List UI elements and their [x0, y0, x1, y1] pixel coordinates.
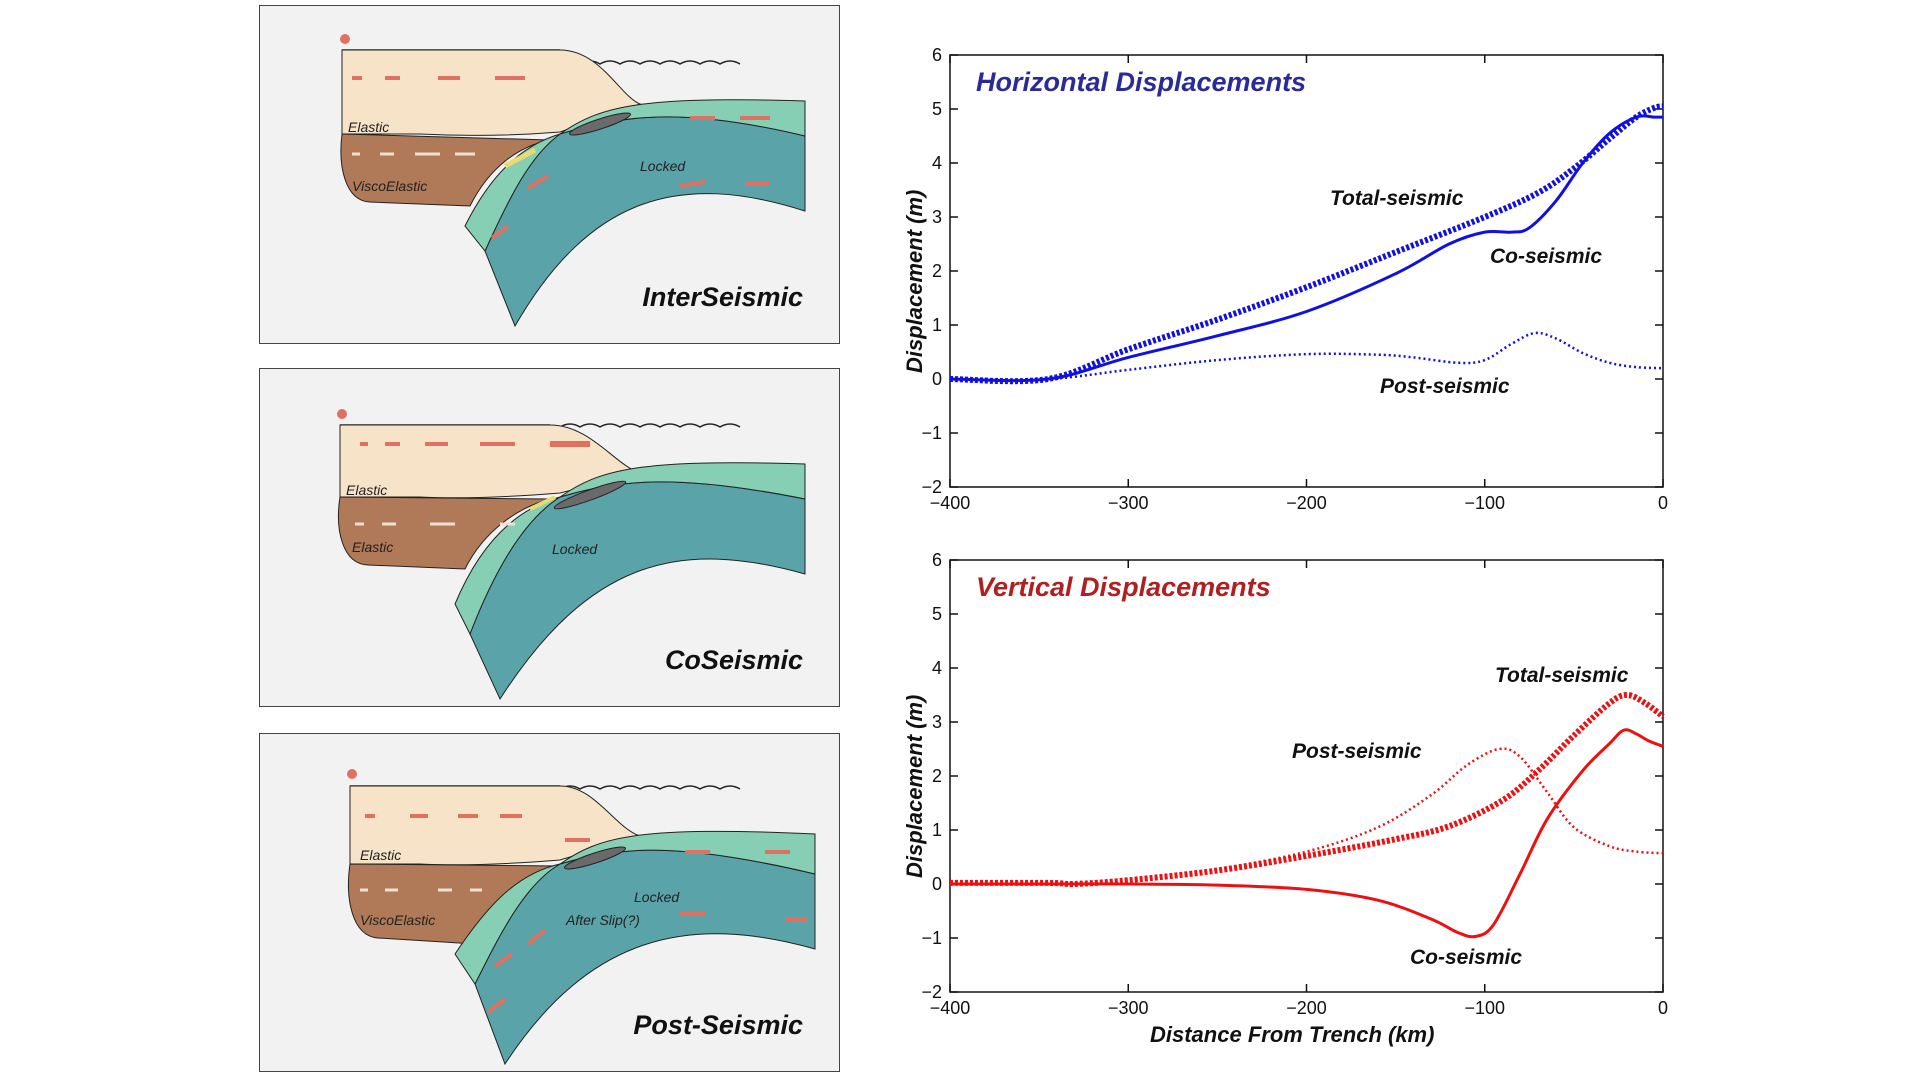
rupture-zone — [553, 480, 627, 510]
annotation-co-seismic: Co-seismic — [1410, 946, 1523, 969]
y-tick-label: 4 — [932, 153, 942, 173]
y-tick-label: 0 — [932, 874, 942, 894]
y-tick-label: 4 — [932, 658, 942, 678]
annotation-co-seismic: Co-seismic — [1490, 245, 1603, 268]
y-tick-label: 2 — [932, 766, 942, 786]
y-tick-label: −2 — [921, 477, 942, 497]
locked-label: Locked — [552, 541, 598, 557]
slip-arrow — [529, 495, 556, 511]
chart-title: Horizontal Displacements — [976, 67, 1307, 97]
plate-arrows — [352, 76, 770, 240]
series-line-post-seismic — [949, 747, 1664, 885]
y-tick-label: 1 — [932, 315, 942, 335]
locked-zone — [569, 112, 631, 136]
x-tick-label: −100 — [1464, 493, 1505, 513]
vertical-chart-svg: −400 −300 −200 −100 0 −2 −1 0 1 2 3 4 5 6 — [921, 550, 1668, 1018]
horizontal-chart-svg: −400 −300 −200 −100 0 −2 −1 0 1 2 3 4 5 6 — [921, 45, 1668, 513]
annotation-total-seismic: Total-seismic — [1330, 187, 1464, 210]
interseismic-schematic — [340, 34, 806, 328]
after-slip-label: After Slip(?) — [566, 912, 640, 928]
vertical-chart: −400 −300 −200 −100 0 −2 −1 0 1 2 3 4 5 6 Vertical Di… — [890, 550, 1690, 1047]
y-tick-label: 5 — [932, 604, 942, 624]
y-tick-label: 2 — [932, 261, 942, 281]
upper-plate — [341, 49, 642, 136]
y-tick-label: 6 — [932, 550, 942, 570]
slip-arrow — [503, 147, 537, 169]
lower-layer-label: ViscoElastic — [360, 912, 436, 928]
y-axis-label: Displacement (m) — [902, 694, 927, 878]
coseismic-schematic — [337, 409, 806, 701]
ocean-surface — [559, 785, 741, 790]
survey-marker — [340, 34, 350, 44]
locked-label: Locked — [640, 158, 686, 174]
slab-top — [454, 462, 806, 636]
y-tick-label: 1 — [932, 820, 942, 840]
y-tick-label: 3 — [932, 207, 942, 227]
lower-layer-label: Elastic — [352, 539, 394, 555]
locked-zone — [564, 846, 626, 870]
x-tick-label: −100 — [1464, 998, 1505, 1018]
chart-title: Vertical Displacements — [976, 572, 1271, 602]
y-tick-label: 3 — [932, 712, 942, 732]
y-axis-label: Displacement (m) — [902, 189, 927, 373]
viscoelastic-layer — [340, 133, 551, 207]
x-tick-label: −300 — [1108, 998, 1149, 1018]
panel-title: CoSeismic — [664, 645, 803, 675]
lower-layer-label: ViscoElastic — [352, 178, 428, 194]
x-axis-label: Distance From Trench (km) — [1150, 1022, 1435, 1047]
x-tick-label: 0 — [1658, 998, 1668, 1018]
locked-label: Locked — [634, 889, 680, 905]
annotation-total-seismic: Total-seismic — [1495, 664, 1629, 687]
coseismic-panel: Elastic Elastic Locked CoSeismic — [259, 368, 840, 707]
x-tick-label: −200 — [1286, 493, 1327, 513]
upper-layer-label: Elastic — [360, 847, 402, 863]
upper-layer-label: Elastic — [346, 482, 388, 498]
series-line-co-seismic — [950, 728, 1664, 939]
series-line-post-seismic — [949, 331, 1664, 381]
panel-title: Post-Seismic — [633, 1010, 803, 1040]
annotation-post-seismic: Post-seismic — [1380, 375, 1510, 398]
elastic-lower-layer — [337, 496, 551, 570]
survey-marker — [347, 769, 357, 779]
series-line-total-seismic — [949, 103, 1664, 385]
y-tick-label: −1 — [921, 423, 942, 443]
panel-title: InterSeismic — [642, 282, 803, 312]
series-line-total-seismic — [949, 691, 1665, 888]
horizontal-chart: −400 −300 −200 −100 0 −2 −1 0 1 2 3 4 5 6 Horizontal … — [890, 45, 1690, 515]
survey-marker — [337, 409, 347, 419]
x-tick-label: 0 — [1658, 493, 1668, 513]
series-line-co-seismic — [949, 114, 1663, 383]
plot-frame — [949, 559, 1664, 993]
y-tick-label: 0 — [932, 369, 942, 389]
postseismic-panel: Elastic ViscoElastic Locked After Slip(?… — [259, 733, 840, 1072]
annotation-post-seismic: Post-seismic — [1292, 740, 1422, 763]
y-tick-label: −1 — [921, 928, 942, 948]
x-tick-label: −400 — [930, 493, 971, 513]
postseismic-schematic — [347, 769, 816, 1066]
x-tick-label: −200 — [1286, 998, 1327, 1018]
x-tick-label: −300 — [1108, 493, 1149, 513]
x-tick-label: −400 — [930, 998, 971, 1018]
y-tick-label: 5 — [932, 99, 942, 119]
plot-frame — [949, 54, 1664, 488]
plate-arrows — [365, 814, 808, 1014]
ocean-surface — [559, 423, 741, 428]
interseismic-panel: Elastic ViscoElastic Locked InterSeismic — [259, 5, 840, 344]
y-tick-label: −2 — [921, 982, 942, 1002]
y-tick-label: 6 — [932, 45, 942, 65]
upper-layer-label: Elastic — [348, 119, 390, 135]
